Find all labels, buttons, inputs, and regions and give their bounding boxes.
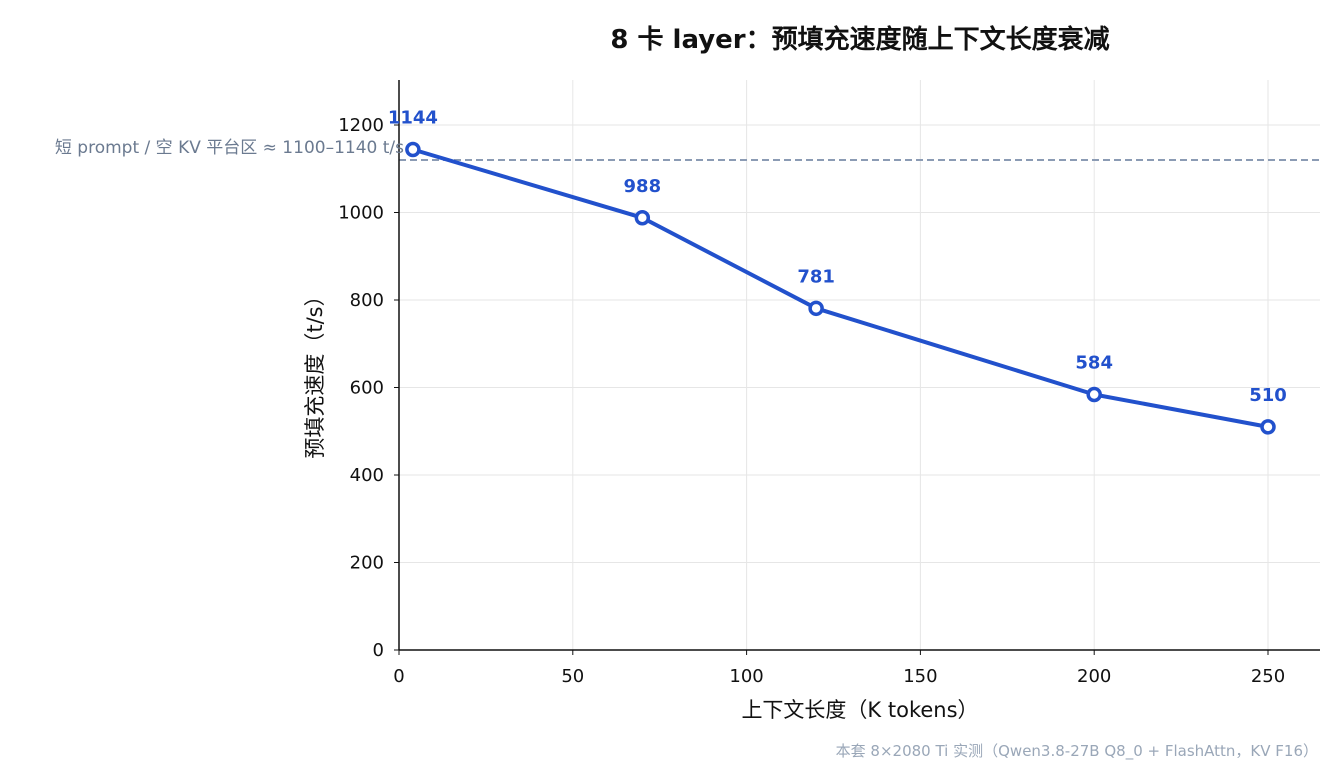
y-tick-label: 800: [350, 290, 384, 311]
x-tick-label: 250: [1251, 666, 1285, 687]
data-point: [634, 210, 651, 226]
data-label: 584: [1075, 353, 1113, 374]
x-axis-ticks: 0 50 100 150 200 250: [393, 650, 1285, 687]
series-group: 1144 988 781 584 510: [388, 108, 1287, 435]
axes: [398, 80, 1320, 651]
y-tick-label: 0: [373, 640, 384, 661]
data-point: [1260, 419, 1276, 435]
reference-line-label: 短 prompt / 空 KV 平台区 ≈ 1100–1140 t/s: [55, 138, 404, 158]
x-tick-label: 100: [729, 666, 763, 687]
x-tick-label: 150: [903, 666, 937, 687]
y-axis-ticks: 0 200 400 600 800 1000 1200: [338, 115, 399, 661]
y-tick-label: 600: [350, 378, 384, 399]
footnote: 本套 8×2080 Ti 实测（Qwen3.8-27B Q8_0 + Flash…: [836, 742, 1318, 761]
y-tick-label: 1000: [338, 203, 384, 224]
data-label: 510: [1249, 385, 1287, 406]
y-tick-label: 400: [350, 465, 384, 486]
grid: [399, 80, 1320, 650]
data-label: 988: [624, 176, 662, 197]
data-point: [405, 141, 421, 158]
data-point: [1086, 386, 1102, 403]
y-axis-label: 预填充速度（t/s）: [303, 285, 327, 458]
series-line: [412, 147, 1269, 429]
y-tick-label: 1200: [338, 115, 384, 136]
data-label: 781: [797, 266, 835, 287]
x-tick-label: 0: [393, 666, 404, 687]
x-tick-label: 200: [1077, 666, 1111, 687]
y-tick-label: 200: [350, 553, 384, 574]
chart-title: 8 卡 layer：预填充速度随上下文长度衰减: [610, 24, 1109, 55]
x-tick-label: 50: [561, 666, 584, 687]
data-point: [808, 300, 824, 317]
data-label: 1144: [388, 108, 438, 129]
x-axis-label: 上下文长度（K tokens）: [741, 698, 978, 722]
